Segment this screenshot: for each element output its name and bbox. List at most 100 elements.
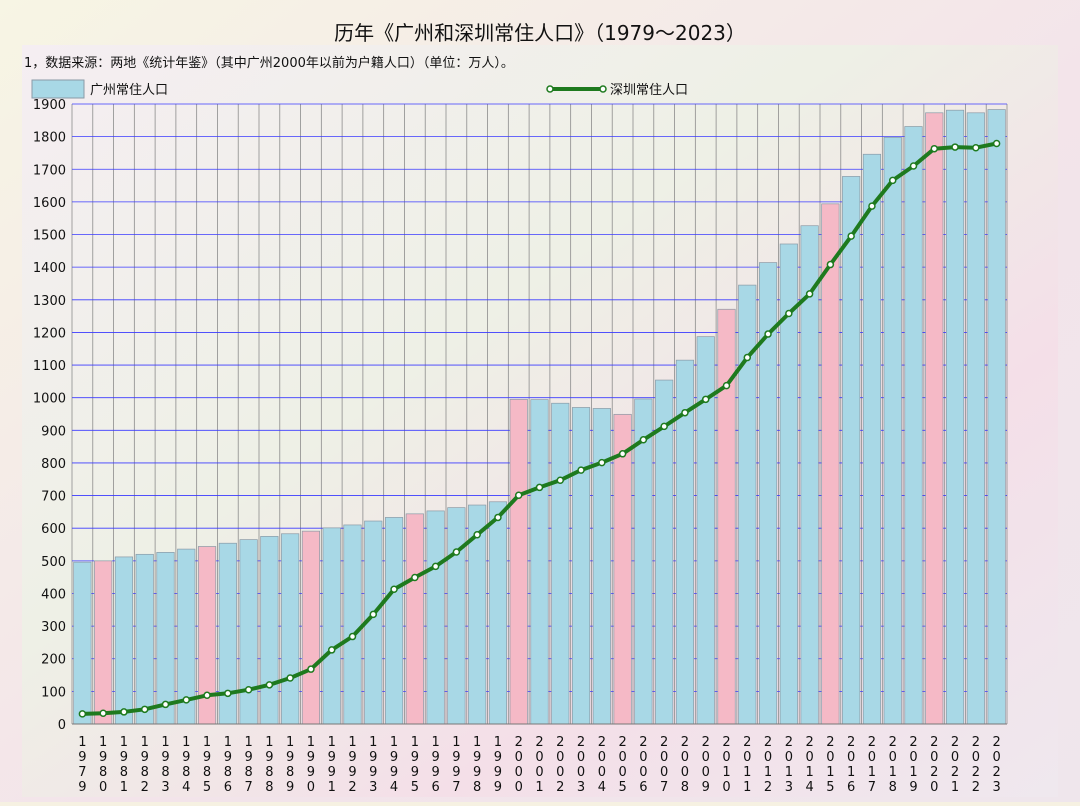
bar-guangzhou <box>73 561 92 725</box>
point-shenzhen <box>681 408 689 417</box>
point-shenzhen <box>701 395 710 404</box>
point-shenzhen <box>514 491 523 500</box>
point-shenzhen <box>286 674 294 682</box>
bar-guangzhou <box>551 402 570 725</box>
legend-line-label: 深圳常住人口 <box>610 83 688 98</box>
y-tick-label: 1000 <box>33 392 66 407</box>
bar-series <box>73 109 1006 725</box>
bar-guangzhou <box>322 527 341 725</box>
line-series <box>78 139 1001 718</box>
y-tick-label: 200 <box>41 653 66 668</box>
y-tick-label: 1900 <box>33 98 66 113</box>
legend-line-marker-right <box>599 85 607 93</box>
bar-guangzhou <box>862 153 882 725</box>
y-tick-label: 600 <box>41 522 66 537</box>
y-tick-label: 800 <box>41 457 66 472</box>
point-shenzhen <box>618 450 627 458</box>
point-shenzhen <box>265 681 274 689</box>
point-shenzhen <box>909 162 918 170</box>
y-tick-label: 300 <box>41 620 66 635</box>
point-shenzhen <box>868 202 876 210</box>
y-tick-label: 900 <box>41 424 66 439</box>
point-shenzhen <box>182 696 191 704</box>
point-shenzhen <box>992 139 1001 148</box>
bar-guangzhou <box>426 510 445 725</box>
point-shenzhen <box>722 381 731 390</box>
point-shenzhen <box>390 585 398 593</box>
bar-guangzhou <box>301 530 321 725</box>
point-shenzhen <box>826 260 835 269</box>
vertical-gridlines <box>71 104 1008 724</box>
bar-guangzhou <box>509 398 528 725</box>
y-tick-label: 400 <box>41 587 66 602</box>
point-shenzhen <box>327 646 336 654</box>
point-shenzhen <box>78 710 87 718</box>
bar-guangzhou <box>530 399 549 725</box>
bar-guangzhou <box>613 413 632 725</box>
point-shenzhen <box>888 176 897 185</box>
point-shenzhen <box>639 436 648 444</box>
bar-guangzhou <box>904 126 923 725</box>
legend-bar-label: 广州常住人口 <box>90 83 168 98</box>
y-tick-label: 100 <box>41 685 66 700</box>
bar-guangzhou <box>135 553 154 725</box>
bar-guangzhou <box>447 507 466 725</box>
point-shenzhen <box>244 685 253 694</box>
legend-line-marker-left <box>546 85 554 93</box>
y-tick-label: 1200 <box>33 326 66 341</box>
bar-guangzhou <box>987 109 1006 725</box>
point-shenzhen <box>598 458 606 467</box>
point-shenzhen <box>951 143 959 151</box>
point-shenzhen <box>307 665 315 673</box>
y-tick-label: 1700 <box>33 163 66 178</box>
bar-guangzhou <box>571 407 591 725</box>
point-shenzhen <box>99 709 107 717</box>
chart-subtitle: 1，数据来源：两地《统计年鉴》（其中广州2000年以前为户籍人口）（单位：万人）… <box>24 55 514 71</box>
y-tick-label: 1400 <box>33 261 66 276</box>
point-shenzhen <box>847 232 855 240</box>
point-shenzhen <box>411 573 419 582</box>
point-shenzhen <box>140 705 149 714</box>
bar-guangzhou <box>343 524 362 725</box>
bar-guangzhou <box>94 560 113 725</box>
chart-title: 历年《广州和深圳常住人口》（1979～2023） <box>334 21 746 45</box>
y-tick-label: 0 <box>58 718 66 733</box>
point-shenzhen <box>161 700 170 709</box>
legend-bar-swatch <box>31 79 85 99</box>
y-tick-label: 1300 <box>33 294 66 309</box>
bar-guangzhou <box>925 112 944 725</box>
y-tick-label: 700 <box>41 490 66 505</box>
